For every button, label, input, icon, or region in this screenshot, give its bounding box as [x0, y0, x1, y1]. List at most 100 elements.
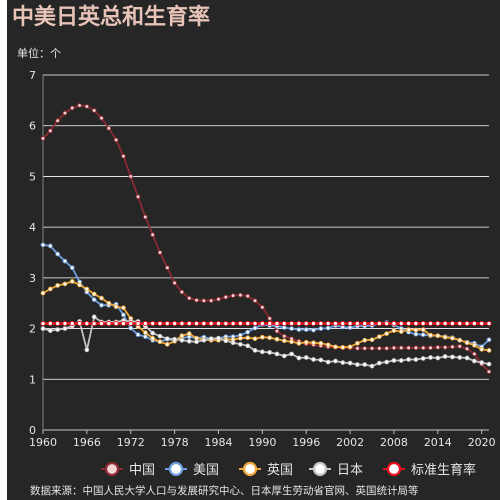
data-point — [91, 314, 97, 320]
data-point — [347, 360, 353, 366]
data-point — [201, 320, 207, 327]
data-point — [84, 104, 90, 109]
data-point — [406, 357, 411, 362]
data-point — [40, 290, 46, 296]
data-point — [369, 363, 375, 369]
data-point — [289, 326, 294, 331]
legend-label: 标准生育率 — [411, 462, 476, 478]
data-point — [62, 320, 68, 327]
data-point — [62, 110, 68, 116]
data-point — [99, 302, 104, 308]
data-point — [347, 325, 353, 330]
data-point — [157, 320, 163, 327]
data-point — [98, 320, 105, 327]
data-point — [143, 330, 148, 335]
data-point — [464, 346, 470, 352]
data-point — [77, 103, 82, 108]
data-point — [40, 320, 46, 327]
data-point — [259, 320, 265, 327]
data-point — [281, 338, 287, 344]
data-point — [208, 336, 214, 342]
data-point — [245, 293, 251, 299]
data-point — [186, 331, 192, 336]
data-point — [143, 334, 148, 340]
data-point — [150, 320, 156, 327]
legend-item: 英国 — [239, 461, 293, 478]
data-point — [128, 320, 134, 327]
data-point — [464, 340, 470, 346]
legend-swatch-marker — [386, 461, 402, 477]
data-point — [362, 346, 368, 351]
data-point — [413, 331, 419, 337]
data-point — [332, 320, 339, 327]
x-tick-label: 2014 — [424, 436, 452, 449]
data-point — [62, 281, 68, 287]
data-point — [464, 355, 470, 361]
data-point — [310, 320, 317, 327]
data-point — [325, 342, 331, 348]
data-point — [40, 242, 46, 248]
data-point — [376, 320, 382, 327]
data-point — [223, 338, 229, 344]
data-point — [318, 320, 324, 327]
data-point — [472, 342, 477, 348]
data-point — [420, 320, 426, 327]
data-point — [472, 358, 477, 364]
data-point — [252, 320, 258, 327]
chart-frame — [7, 0, 500, 500]
data-point — [259, 349, 265, 355]
y-tick-label: 0 — [29, 424, 36, 437]
data-point — [413, 320, 419, 327]
data-point — [296, 320, 302, 327]
x-tick-label: 2020 — [468, 436, 496, 449]
data-point — [384, 346, 389, 351]
data-point — [369, 337, 375, 343]
data-point — [193, 320, 200, 327]
data-point — [77, 320, 83, 327]
data-point — [164, 341, 170, 347]
data-point — [55, 327, 60, 332]
source-note: 数据来源：中国人民大学人口与发展研究中心、日本厚生劳动省官网、英国统计局等 — [30, 484, 419, 497]
y-tick-label: 2 — [29, 323, 36, 336]
data-point — [442, 344, 448, 350]
y-tick-label: 5 — [29, 170, 36, 183]
data-point — [172, 280, 177, 286]
data-point — [289, 339, 294, 345]
data-point — [479, 347, 485, 352]
y-tick-label: 7 — [29, 69, 36, 82]
data-point — [450, 344, 455, 350]
data-point — [69, 320, 75, 327]
data-point — [157, 250, 163, 255]
data-point — [486, 337, 492, 343]
data-point — [120, 320, 126, 327]
data-point — [442, 320, 448, 327]
data-point — [464, 320, 470, 327]
data-point — [201, 337, 207, 343]
data-point — [84, 347, 90, 353]
data-point — [230, 293, 236, 298]
data-point — [369, 346, 375, 351]
data-point — [450, 354, 455, 360]
data-point — [427, 320, 434, 327]
data-point — [142, 320, 148, 327]
y-axis-ticks: 0 1 2 3 4 5 6 7 — [29, 69, 36, 437]
data-point — [398, 358, 404, 363]
data-point — [245, 335, 251, 341]
data-point — [238, 341, 243, 347]
data-point — [245, 329, 251, 335]
data-point — [486, 320, 492, 327]
data-point — [376, 346, 382, 351]
data-point — [406, 345, 411, 351]
data-point — [355, 346, 360, 351]
data-point — [457, 320, 463, 327]
data-point — [121, 153, 126, 159]
data-point — [245, 320, 251, 327]
data-point — [77, 282, 82, 288]
data-point — [442, 334, 448, 340]
data-point — [216, 335, 221, 341]
series-line — [42, 104, 490, 373]
data-point — [274, 351, 280, 357]
data-point — [69, 105, 75, 111]
x-tick-label: 1984 — [204, 436, 232, 449]
data-point — [179, 337, 185, 343]
